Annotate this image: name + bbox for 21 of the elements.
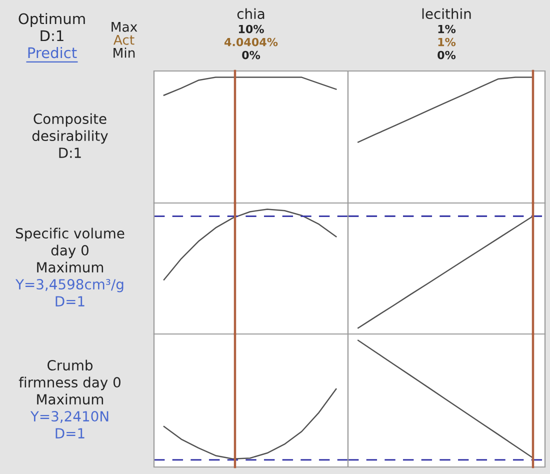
y-axis-title: Specific volume day 0 Maximum xyxy=(16,228,124,273)
text: D=1 xyxy=(56,296,84,306)
text: D=1 xyxy=(56,428,84,438)
y-axis-title: Crumb firmness day 0 Maximum xyxy=(18,360,120,405)
text: Y=3,4598cm³/g xyxy=(15,279,124,292)
text: Predict xyxy=(28,46,77,58)
text: 0% xyxy=(438,50,456,60)
text: 0% xyxy=(242,50,260,60)
chart-title: lecithin xyxy=(422,8,471,20)
text: Optimum xyxy=(18,12,85,28)
text: 10% xyxy=(238,24,264,34)
text: 1% xyxy=(438,38,456,46)
text: Y=3,2410N xyxy=(30,411,108,423)
chart-title: chia xyxy=(237,8,264,20)
y-axis-title: Composite desirability D:1 xyxy=(32,113,108,158)
text: 4.0404% xyxy=(224,38,278,46)
text: Act xyxy=(113,35,134,45)
text: Max xyxy=(112,22,138,32)
text: 1% xyxy=(438,24,456,34)
text: D:1 xyxy=(40,30,64,42)
text: Min xyxy=(114,48,135,58)
